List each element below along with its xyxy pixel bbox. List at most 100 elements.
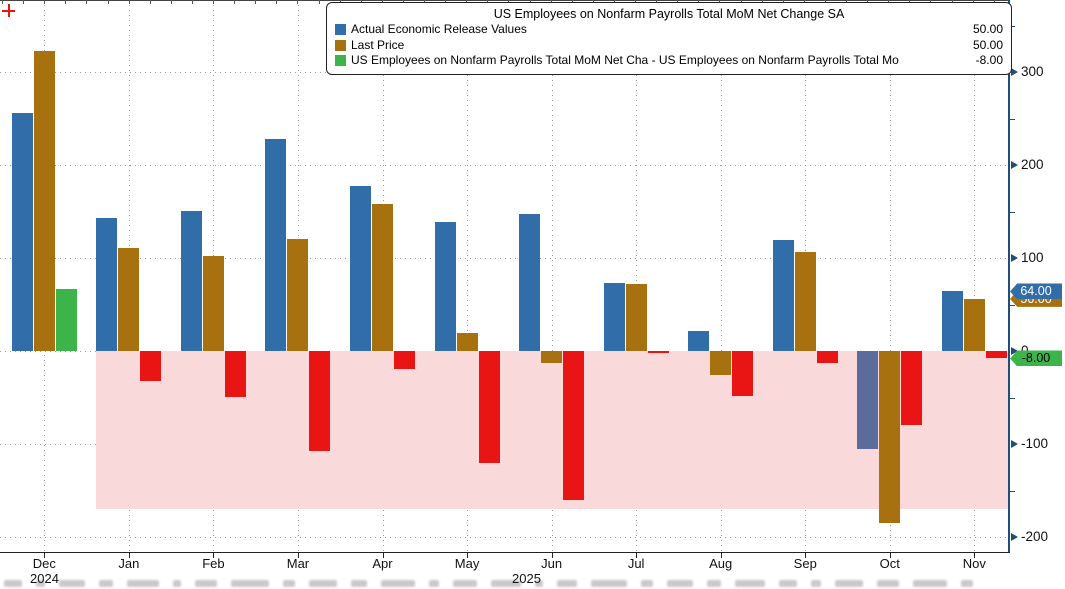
bar-difference-nov (985, 351, 1007, 359)
x-axis-label-aug: Aug (709, 556, 733, 571)
bar-lastprice-mar (287, 239, 309, 351)
faded-footer-text (127, 580, 159, 587)
legend-value-actual: 50.00 (972, 22, 1003, 36)
faded-footer-text (381, 580, 415, 587)
x-axis-label-nov: Nov (962, 556, 986, 571)
faded-footer-text (491, 580, 521, 587)
axis-value-badge-actual: 64.00 (1010, 283, 1062, 300)
x-axis-label-jun: Jun (541, 556, 563, 571)
bar-actual-jan (96, 218, 118, 351)
y-axis-label-100: 100 (1021, 250, 1044, 265)
top-tick (86, 0, 88, 4)
faded-footer-text (231, 580, 269, 587)
bar-difference-oct (901, 351, 923, 426)
bar-actual-oct (857, 351, 879, 449)
legend-swatch-actual (335, 24, 346, 36)
v-gridline-nov (974, 0, 976, 553)
legend-item-actual: Actual Economic Release Values 50.00 (335, 22, 1003, 38)
top-tick (23, 0, 25, 4)
faded-footer-text (641, 580, 653, 587)
legend-swatch-difference (335, 55, 346, 67)
bar-actual-may (434, 221, 456, 351)
legend-swatch-last-price (335, 39, 346, 51)
top-tick (234, 0, 236, 4)
bar-actual-apr (350, 186, 371, 351)
bar-lastprice-oct (879, 351, 901, 524)
x-axis-tick-sep (805, 552, 807, 558)
bar-lastprice-may (456, 333, 478, 351)
bar-difference-apr (394, 351, 415, 369)
h-gridline-200 (0, 165, 1008, 166)
x-axis-tick-may (467, 552, 469, 558)
top-tick (170, 0, 172, 4)
top-tick (65, 0, 67, 4)
legend-item-last-price: Last Price 50.00 (335, 38, 1003, 54)
x-axis-tick-nov (974, 552, 976, 558)
legend-label-difference: US Employees on Nonfarm Payrolls Total M… (351, 53, 899, 67)
faded-footer-text (173, 580, 181, 587)
top-tick (213, 0, 214, 4)
faded-footer-text (811, 580, 821, 587)
x-axis-tick-jul (636, 552, 638, 558)
legend-box: US Employees on Nonfarm Payrolls Total M… (326, 2, 1012, 75)
x-axis-tick-apr (382, 552, 384, 558)
x-axis-label-sep: Sep (793, 556, 817, 571)
faded-footer-text (667, 580, 693, 587)
top-tick (255, 0, 257, 4)
x-axis-label-dec: Dec (32, 556, 56, 571)
bar-lastprice-aug (710, 351, 732, 376)
y-axis-label-300: 300 (1021, 64, 1044, 79)
left-arrow-tick-icon (1011, 68, 1018, 76)
legend-item-difference: US Employees on Nonfarm Payrolls Total M… (335, 53, 1003, 69)
faded-footer-text (591, 580, 627, 587)
x-axis-tick-feb (213, 552, 215, 558)
bar-lastprice-feb (202, 256, 224, 351)
left-arrow-tick-icon (1011, 533, 1018, 541)
faded-footer-text (835, 580, 863, 587)
x-axis-tick-jan (128, 552, 130, 558)
y-axis-label-200: 200 (1021, 157, 1044, 172)
y-axis-minor-tick (1010, 490, 1015, 492)
faded-footer-text (36, 580, 45, 587)
v-gridline-jun (551, 0, 553, 553)
bar-lastprice-jan (118, 247, 140, 351)
v-gridline-aug (720, 0, 722, 553)
y-axis-minor-tick (1010, 118, 1015, 120)
bar-actual-jun (519, 214, 541, 351)
faded-footer-text (557, 580, 577, 587)
bar-difference-may (478, 351, 500, 463)
legend-rows: Actual Economic Release Values 50.00 Last … (335, 22, 1003, 69)
top-tick (191, 0, 193, 4)
bar-difference-mar (309, 351, 331, 452)
x-axis-label-feb: Feb (202, 556, 225, 571)
bar-difference-dec (55, 288, 77, 351)
faded-footer-text (913, 580, 947, 587)
x-axis-tick-jun (551, 552, 553, 558)
legend-label-last-price: Last Price (351, 37, 405, 52)
faded-footer-text (707, 580, 721, 587)
y-axis-label--200: -200 (1021, 529, 1049, 544)
bar-lastprice-nov (963, 298, 985, 351)
axis-value-badge-difference: -8.00 (1010, 350, 1062, 367)
bar-actual-dec (11, 112, 33, 351)
x-axis-label-may: May (454, 556, 480, 571)
bar-difference-feb (224, 351, 246, 397)
faded-footer-text (59, 580, 85, 587)
faded-footer-text (735, 580, 765, 587)
bar-lastprice-sep (794, 252, 816, 351)
faded-footer-text (351, 580, 367, 587)
negative-revision-band (95, 351, 1010, 510)
x-axis-line (0, 552, 1010, 553)
faded-footer-text (195, 580, 217, 587)
y-axis-minor-tick (1010, 211, 1015, 213)
y-axis-spine (1008, 0, 1010, 553)
v-gridline-jul (636, 0, 638, 553)
bar-actual-jul (603, 283, 625, 351)
x-axis-year-2025: 2025 (512, 571, 541, 586)
bar-actual-mar (265, 138, 287, 351)
bar-actual-aug (688, 330, 710, 351)
faded-footer-text (99, 580, 113, 587)
chart-title: US Employees on Nonfarm Payrolls Total M… (493, 7, 845, 21)
